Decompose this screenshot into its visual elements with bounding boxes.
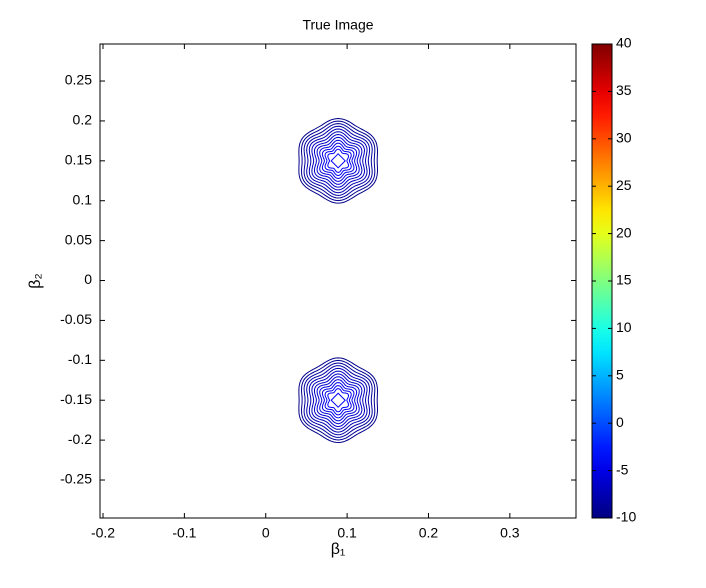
y-tick-label: 0.2 — [73, 112, 93, 128]
contour-line — [306, 125, 371, 196]
contour-line — [308, 367, 368, 433]
colorbar-tick-label: 25 — [616, 177, 632, 193]
contour-line — [324, 385, 352, 416]
x-tick-label: 0 — [262, 525, 270, 541]
plot-frame — [99, 43, 577, 519]
y-tick-label: 0 — [84, 271, 92, 287]
y-axis-label: β₂ — [27, 273, 44, 288]
colorbar-tick-label: -5 — [616, 461, 629, 477]
contour-line — [300, 120, 376, 202]
y-tick-label: -0.1 — [68, 351, 92, 367]
contour-inner — [330, 392, 346, 408]
y-tick-label: -0.25 — [60, 471, 92, 487]
contour-line — [321, 142, 355, 180]
contour-line — [311, 370, 366, 430]
contour-line — [298, 117, 378, 204]
y-tick-label: -0.15 — [60, 391, 92, 407]
x-tick-label: 0.1 — [337, 525, 357, 541]
contour-line — [314, 373, 363, 428]
contour-line — [321, 382, 355, 419]
contour-line — [298, 357, 378, 444]
colorbar-tick-label: 0 — [616, 414, 624, 430]
contour-line — [316, 136, 360, 185]
y-tick-label: 0.05 — [65, 231, 92, 247]
x-tick-label: -0.1 — [172, 525, 196, 541]
y-tick-label: -0.05 — [60, 311, 92, 327]
contour-line — [303, 362, 373, 438]
contour-line — [319, 139, 358, 182]
contour-line — [311, 131, 366, 191]
contour-line — [327, 148, 350, 173]
contour-line — [308, 128, 368, 194]
contour-line — [303, 123, 373, 199]
colorbar-tick-label: 40 — [616, 35, 632, 51]
contour-line — [314, 133, 363, 188]
contour-line — [324, 145, 352, 177]
colorbar-tick-label: -10 — [616, 509, 636, 525]
colorbar-tick-label: 30 — [616, 130, 632, 146]
colorbar-tick-label: 5 — [616, 367, 624, 383]
colorbar-tick-label: 35 — [616, 82, 632, 98]
colorbar-tick-label: 15 — [616, 272, 632, 288]
x-tick-label: 0.3 — [500, 525, 520, 541]
y-tick-label: 0.15 — [65, 152, 92, 168]
contour-line — [327, 388, 350, 413]
y-tick-label: -0.2 — [68, 431, 92, 447]
y-tick-label: 0.1 — [73, 191, 93, 207]
x-tick-label: -0.2 — [91, 525, 115, 541]
contour-line — [300, 359, 376, 441]
x-axis-label: β₁ — [331, 541, 346, 558]
colorbar-tick-label: 10 — [616, 319, 632, 335]
contour-inner — [330, 153, 346, 169]
chart-title: True Image — [302, 17, 373, 33]
y-tick-label: 0.25 — [65, 72, 92, 88]
x-tick-label: 0.2 — [419, 525, 439, 541]
contour-line — [306, 365, 371, 436]
colorbar-tick-label: 20 — [616, 224, 632, 240]
contour-line — [316, 376, 360, 425]
contour-line — [319, 379, 358, 422]
